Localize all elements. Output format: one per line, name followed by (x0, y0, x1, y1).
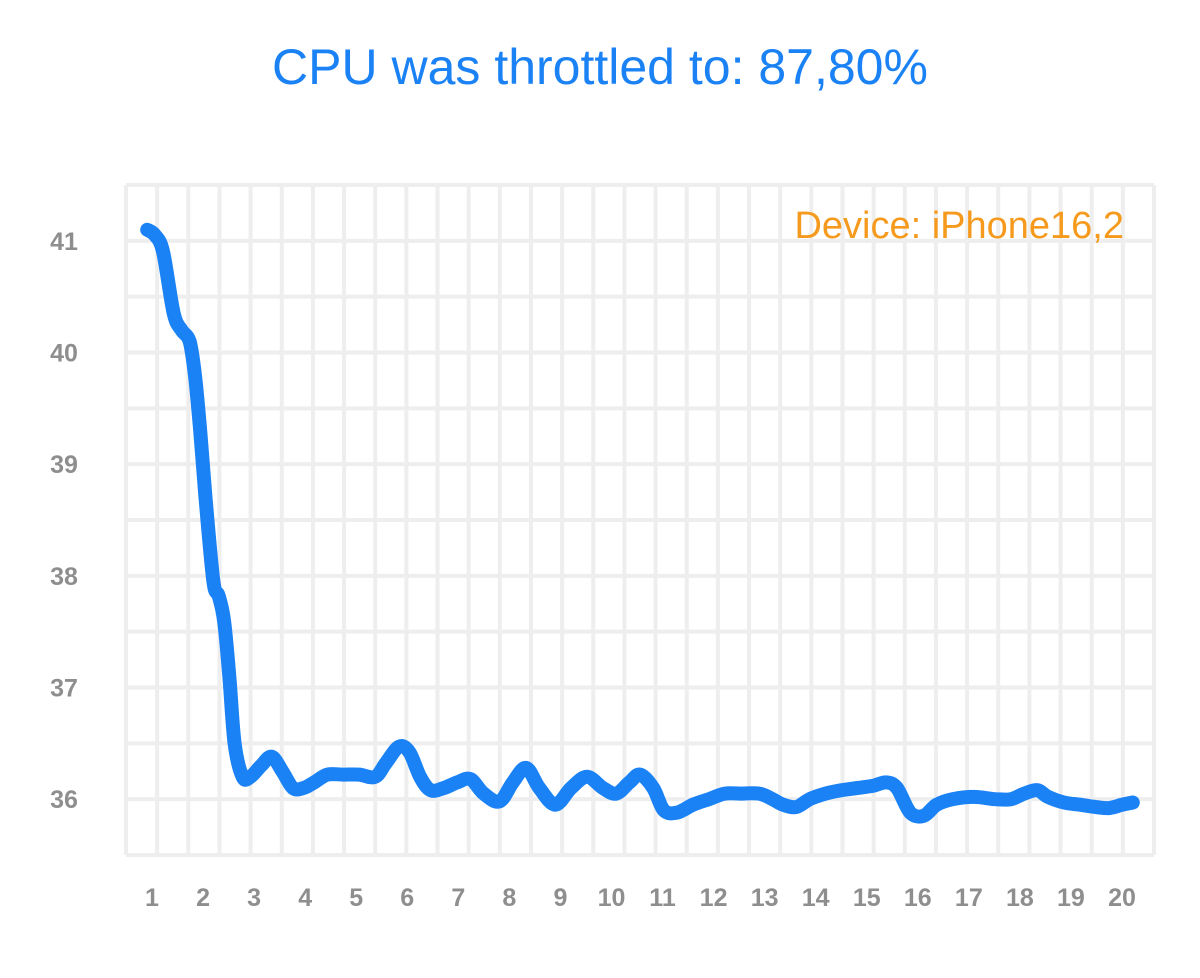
y-tick-label: 41 (50, 228, 78, 256)
x-tick-label: 5 (349, 884, 363, 912)
x-tick-label: 8 (502, 884, 516, 912)
x-tick-label: 17 (955, 884, 983, 912)
x-tick-label: 20 (1108, 884, 1136, 912)
x-tick-label: 6 (400, 884, 414, 912)
y-tick-label: 39 (50, 451, 78, 479)
x-tick-label: 13 (751, 884, 779, 912)
x-tick-label: 3 (247, 884, 261, 912)
x-tick-label: 11 (649, 884, 676, 912)
x-tick-label: 19 (1057, 884, 1085, 912)
x-tick-label: 16 (904, 884, 932, 912)
y-tick-label: 38 (50, 563, 78, 591)
y-axis: 36 37 38 39 40 41 (50, 228, 78, 814)
x-axis: 1 2 3 4 5 6 7 8 9 10 11 12 13 14 15 16 17 18 19 20 (145, 884, 1136, 912)
x-tick-label: 10 (598, 884, 626, 912)
chart-title: CPU was throttled to: 87,80% (272, 39, 928, 95)
device-annotation: Device: iPhone16,2 (794, 205, 1124, 247)
x-tick-label: 12 (700, 884, 728, 912)
y-tick-label: 37 (50, 675, 78, 703)
x-tick-label: 9 (553, 884, 567, 912)
x-tick-label: 15 (853, 884, 881, 912)
series-line-temperature (140, 222, 1140, 824)
x-tick-label: 7 (451, 884, 465, 912)
series-lines (140, 222, 1140, 824)
y-tick-label: 40 (50, 340, 78, 368)
x-tick-label: 14 (802, 884, 830, 912)
y-tick-label: 36 (50, 786, 78, 814)
x-tick-label: 4 (298, 884, 312, 912)
x-tick-label: 1 (145, 884, 159, 912)
x-tick-label: 18 (1006, 884, 1034, 912)
x-tick-label: 2 (196, 884, 210, 912)
grid (124, 183, 1156, 857)
